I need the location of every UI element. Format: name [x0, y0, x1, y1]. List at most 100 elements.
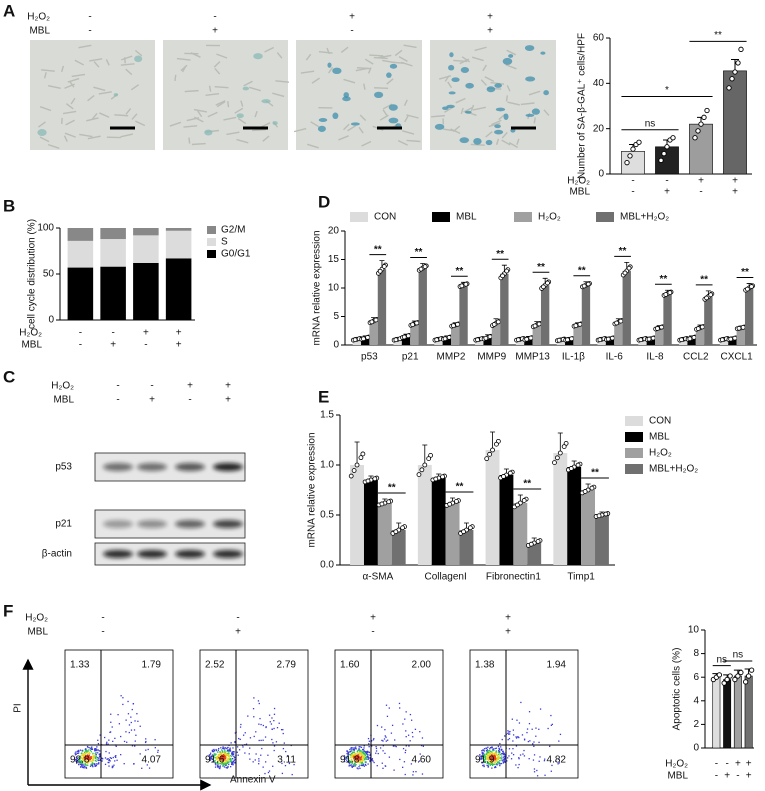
flow-event [491, 757, 493, 759]
flow-event [217, 766, 219, 768]
flow-event [361, 748, 364, 751]
cell-fiber [491, 119, 502, 126]
flow-event [212, 760, 214, 763]
flow-event [224, 751, 226, 753]
flow-event [495, 759, 498, 761]
quadrant-value: 4.60 [412, 755, 432, 766]
flow-event [504, 735, 506, 737]
stained-cell [494, 129, 504, 135]
flow-event [518, 722, 521, 724]
flow-event [118, 723, 121, 725]
flow-event [228, 763, 230, 765]
flow-event [367, 755, 369, 757]
flow-event [486, 754, 488, 756]
flow-event [358, 764, 361, 766]
legend-label: MBL [456, 212, 477, 223]
flow-event [363, 752, 365, 754]
flow-event [489, 754, 492, 756]
flow-event [229, 747, 231, 749]
flow-event [234, 741, 237, 744]
flow-event [550, 714, 552, 717]
flow-event [497, 758, 500, 761]
legend-swatch [514, 212, 532, 222]
flow-event [363, 758, 366, 760]
flow-event [497, 750, 500, 752]
flow-event [359, 754, 361, 756]
flow-event [283, 742, 285, 744]
stained-cell [448, 91, 456, 95]
flow-event [369, 756, 371, 759]
flow-event [506, 760, 508, 762]
flow-event [367, 763, 369, 765]
flow-event [85, 749, 87, 752]
blot-band [103, 520, 133, 528]
x-tick-label: MMP13 [515, 352, 550, 363]
flow-event [351, 760, 353, 762]
bar-segment [100, 266, 126, 320]
flow-event [481, 757, 483, 759]
flow-event [228, 749, 231, 751]
flow-event [385, 736, 387, 738]
stained-cell [486, 86, 496, 93]
flow-event [229, 759, 231, 761]
flow-event [511, 718, 513, 720]
cell-fiber [121, 55, 133, 61]
cell-fiber [43, 72, 47, 79]
condition-sign: - [79, 340, 82, 351]
legend-swatch [596, 212, 614, 222]
flow-event [97, 759, 100, 761]
flow-event [497, 757, 499, 760]
flow-event [502, 757, 504, 759]
stained-cell [502, 57, 513, 65]
flow-event [482, 754, 485, 756]
flow-event [512, 753, 515, 756]
flow-event [228, 758, 230, 760]
data-point [614, 320, 620, 326]
cell-fiber [74, 59, 84, 66]
data-point [372, 476, 378, 482]
flow-event [502, 762, 504, 764]
significance-label: ** [714, 30, 722, 41]
data-point [577, 321, 583, 327]
flow-event [253, 697, 255, 699]
flow-event [225, 766, 227, 769]
flow-event [367, 751, 370, 753]
stained-cell [508, 54, 514, 58]
flow-event [364, 761, 366, 763]
cell-fiber [87, 135, 101, 140]
flow-event [355, 758, 357, 761]
data-point [401, 334, 407, 340]
flow-event [494, 747, 496, 750]
cell-fiber [262, 135, 270, 142]
flow-event [496, 758, 498, 761]
flow-event [87, 750, 89, 752]
flow-event [96, 763, 98, 765]
flow-event [364, 763, 367, 766]
flow-event [78, 760, 80, 763]
flow-event [157, 751, 159, 753]
flow-event [224, 761, 226, 763]
stained-cell [317, 125, 326, 132]
flow-event [361, 751, 363, 754]
cell-fiber [213, 61, 221, 68]
data-point [461, 529, 466, 535]
cell-fiber [310, 121, 320, 128]
stained-cell [446, 104, 455, 109]
flow-event [87, 762, 89, 764]
flow-event [211, 754, 214, 756]
stained-cell [242, 86, 250, 91]
condition-sign: - [188, 395, 191, 406]
flow-event [268, 714, 271, 716]
flow-event [219, 753, 221, 756]
x-tick-label: IL-6 [606, 352, 624, 363]
cell-fiber [343, 123, 350, 131]
flow-event [507, 739, 509, 741]
bar-segment [133, 262, 159, 320]
flow-event [97, 743, 100, 745]
flow-event [493, 757, 495, 759]
data-point [467, 525, 473, 531]
bar [491, 323, 501, 345]
flow-event [415, 770, 417, 773]
flow-event [144, 741, 147, 744]
flow-event [500, 756, 502, 759]
